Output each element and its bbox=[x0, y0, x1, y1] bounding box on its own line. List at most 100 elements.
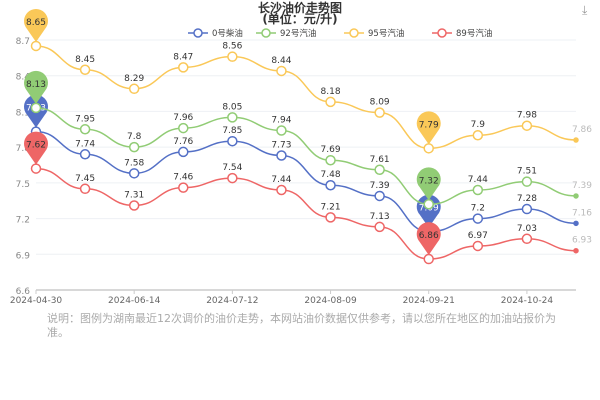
data-label: 7.86 bbox=[572, 125, 592, 135]
data-label: 8.45 bbox=[75, 55, 95, 65]
data-point bbox=[325, 212, 336, 223]
legend-label: 0号柴油 bbox=[212, 28, 243, 39]
data-label: 7.45 bbox=[75, 174, 95, 184]
data-label: 8.05 bbox=[222, 102, 242, 112]
data-label: 7.2 bbox=[471, 204, 485, 214]
legend-label: 89号汽油 bbox=[456, 28, 492, 39]
y-tick-label: 8.7 bbox=[16, 37, 30, 47]
data-point bbox=[423, 199, 434, 210]
x-tick-label: 2024-04-30 bbox=[10, 296, 63, 306]
data-label: 7.54 bbox=[222, 163, 242, 173]
data-point bbox=[276, 184, 287, 196]
data-label: 7.69 bbox=[321, 145, 341, 155]
data-point bbox=[178, 146, 189, 158]
data-label: 6.93 bbox=[572, 236, 592, 246]
max-marker-label: 8.13 bbox=[26, 80, 46, 90]
data-label: 7.44 bbox=[468, 175, 488, 185]
legend-marker bbox=[261, 28, 271, 38]
data-point bbox=[79, 183, 91, 195]
data-point bbox=[374, 164, 385, 176]
data-label: 7.58 bbox=[124, 158, 144, 168]
data-point bbox=[325, 154, 336, 166]
data-point bbox=[521, 120, 533, 131]
line-chart: 6.6 6.9 7.2 7.5 7.8 8.1 8.4 8.7 2024-04-30 2024-0… bbox=[10, 9, 592, 306]
data-point bbox=[276, 125, 287, 136]
max-marker-pin bbox=[24, 131, 48, 165]
y-tick-label: 7.8 bbox=[16, 144, 31, 154]
data-label: 7.31 bbox=[124, 190, 144, 200]
min-marker-pin bbox=[416, 167, 441, 201]
data-label: 7.61 bbox=[370, 155, 390, 165]
data-label: 7.95 bbox=[75, 114, 95, 124]
data-point bbox=[128, 83, 140, 95]
min-marker-label: 7.79 bbox=[419, 120, 439, 130]
y-tick-label: 7.2 bbox=[16, 216, 30, 226]
data-point bbox=[128, 141, 140, 153]
data-point bbox=[472, 213, 484, 224]
y-tick-label: 8.4 bbox=[16, 73, 31, 83]
series-line bbox=[35, 167, 577, 260]
x-tick-label: 2024-09-21 bbox=[403, 296, 455, 306]
data-label: 7.8 bbox=[127, 132, 142, 142]
max-marker-pin bbox=[24, 9, 48, 42]
data-point bbox=[227, 51, 238, 62]
data-label: 7.73 bbox=[271, 140, 291, 150]
x-tick-label: 2024-07-12 bbox=[206, 296, 258, 306]
data-label: 8.09 bbox=[370, 98, 390, 108]
y-tick-label: 6.6 bbox=[16, 287, 31, 297]
chart-note: 说明：图例为湖南最近12次调价的油价走势，本网站油价数据仅供参考，请以您所在地区… bbox=[47, 312, 556, 339]
data-point bbox=[521, 176, 533, 187]
chart-subtitle: (单位：元/升) bbox=[262, 12, 338, 26]
data-label: 8.44 bbox=[271, 56, 291, 66]
data-label: 7.21 bbox=[321, 202, 341, 212]
data-point bbox=[178, 62, 189, 73]
y-tick-label: 6.9 bbox=[16, 251, 31, 261]
y-tick-label: 8.1 bbox=[16, 108, 30, 118]
data-label: 7.44 bbox=[271, 175, 291, 185]
data-point bbox=[178, 122, 189, 134]
data-label: 6.97 bbox=[468, 231, 488, 241]
data-point bbox=[573, 193, 579, 199]
data-label: 7.74 bbox=[75, 139, 95, 149]
data-point bbox=[521, 233, 533, 245]
data-label: 7.85 bbox=[222, 126, 242, 136]
x-tick-label: 2024-10-24 bbox=[501, 296, 554, 306]
data-point bbox=[227, 172, 238, 184]
data-point bbox=[178, 182, 189, 193]
data-point bbox=[423, 253, 434, 265]
data-label: 7.28 bbox=[517, 194, 537, 204]
data-point bbox=[276, 150, 287, 161]
legend-marker bbox=[349, 28, 359, 38]
data-point bbox=[30, 40, 42, 52]
min-marker-label: 7.32 bbox=[419, 176, 439, 186]
data-label: 7.76 bbox=[173, 137, 193, 147]
data-label: 7.9 bbox=[471, 120, 486, 130]
data-label: 8.18 bbox=[321, 87, 341, 97]
data-point bbox=[423, 143, 434, 154]
data-label: 7.98 bbox=[517, 111, 537, 121]
data-point bbox=[573, 247, 579, 254]
data-label: 7.13 bbox=[370, 212, 390, 222]
data-label: 7.03 bbox=[517, 224, 537, 234]
legend-marker bbox=[193, 28, 203, 38]
max-marker-label: 7.62 bbox=[26, 141, 46, 151]
data-label: 7.39 bbox=[370, 181, 390, 191]
data-point bbox=[325, 179, 336, 191]
data-point bbox=[472, 184, 484, 196]
data-label: 7.51 bbox=[517, 167, 537, 177]
min-marker-pin bbox=[416, 111, 441, 145]
data-point bbox=[30, 163, 42, 174]
data-point bbox=[79, 124, 91, 135]
max-marker-pin bbox=[24, 70, 48, 104]
data-point bbox=[227, 112, 238, 123]
data-label: 7.96 bbox=[173, 113, 193, 123]
chart-title: 长沙油价走势图 bbox=[257, 1, 342, 15]
data-point bbox=[30, 102, 42, 114]
data-point bbox=[472, 129, 484, 141]
data-point bbox=[325, 96, 336, 108]
data-label: 7.94 bbox=[271, 115, 291, 125]
data-label: 8.47 bbox=[173, 52, 193, 62]
y-tick-label: 7.5 bbox=[16, 180, 30, 190]
data-point bbox=[521, 203, 533, 215]
download-icon[interactable]: ⤓ bbox=[582, 3, 588, 17]
